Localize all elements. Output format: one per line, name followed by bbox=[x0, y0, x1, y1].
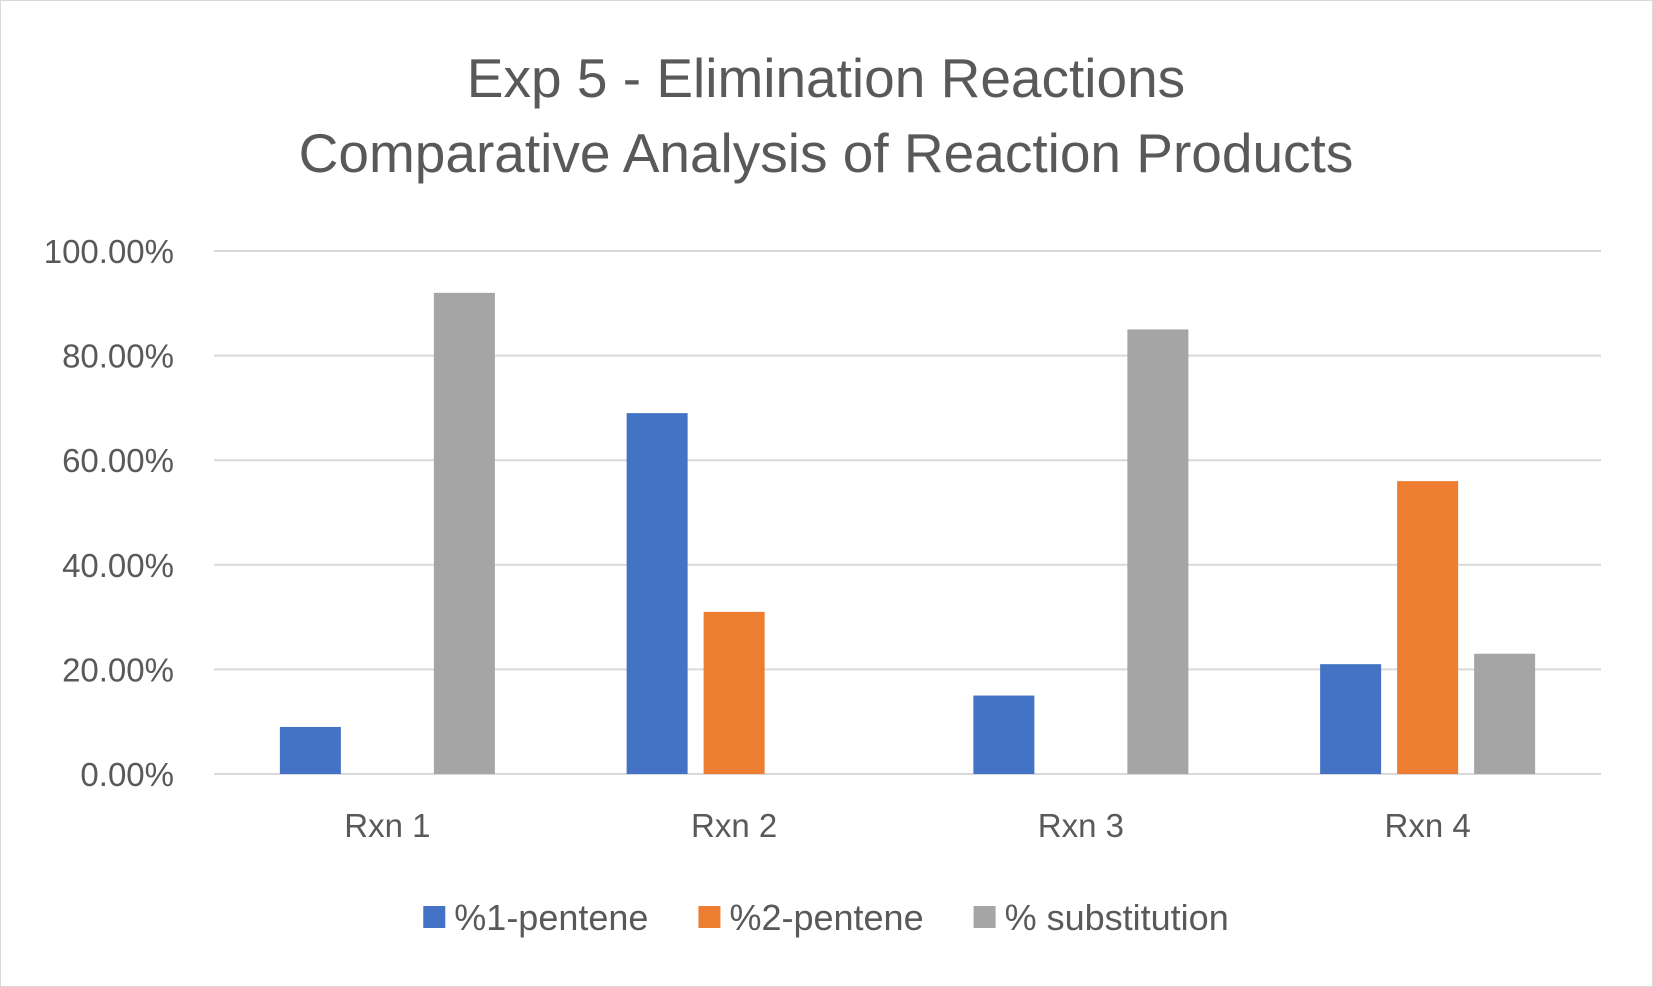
legend-swatch bbox=[423, 906, 446, 928]
y-axis-ticks: 0.00% 20.00% 40.00% 60.00% 80.00% 100.00% bbox=[44, 233, 174, 793]
y-tick-label: 80.00% bbox=[62, 338, 174, 375]
legend-item: % substitution bbox=[973, 897, 1229, 938]
bar-3-3 bbox=[1127, 329, 1189, 774]
legend-item: %1-pentene bbox=[423, 897, 648, 938]
x-tick-label: Rxn 4 bbox=[1385, 807, 1471, 844]
y-tick-label: 40.00% bbox=[62, 547, 174, 584]
y-tick-label: 100.00% bbox=[44, 233, 174, 270]
legend-swatch bbox=[973, 906, 996, 928]
y-tick-label: 60.00% bbox=[62, 442, 174, 479]
bar-2-2 bbox=[703, 611, 765, 774]
chart-title: Exp 5 - Elimination Reactions bbox=[467, 47, 1185, 109]
bar-4-3 bbox=[1474, 653, 1536, 774]
x-tick-label: Rxn 1 bbox=[344, 807, 430, 844]
legend-label: % substitution bbox=[1005, 897, 1229, 938]
y-tick-label: 0.00% bbox=[80, 756, 174, 793]
bar-4-2 bbox=[1397, 481, 1459, 774]
gridlines bbox=[214, 250, 1601, 775]
bar-2-1 bbox=[626, 413, 688, 774]
legend-swatch bbox=[698, 906, 721, 928]
bar-1-3 bbox=[433, 292, 495, 774]
legend: %1-pentene %2-pentene % substitution bbox=[423, 897, 1229, 938]
bars bbox=[279, 292, 1536, 774]
y-tick-label: 20.00% bbox=[62, 651, 174, 688]
bar-4-1 bbox=[1320, 664, 1382, 774]
bar-1-1 bbox=[279, 726, 341, 774]
legend-label: %1-pentene bbox=[454, 897, 648, 938]
legend-item: %2-pentene bbox=[698, 897, 924, 938]
chart-subtitle: Comparative Analysis of Reaction Product… bbox=[299, 122, 1354, 184]
x-tick-label: Rxn 2 bbox=[691, 807, 777, 844]
bar-3-1 bbox=[973, 695, 1035, 774]
x-tick-label: Rxn 3 bbox=[1038, 807, 1124, 844]
x-axis-ticks: Rxn 1 Rxn 2 Rxn 3 Rxn 4 bbox=[344, 807, 1470, 844]
legend-label: %2-pentene bbox=[729, 897, 923, 938]
